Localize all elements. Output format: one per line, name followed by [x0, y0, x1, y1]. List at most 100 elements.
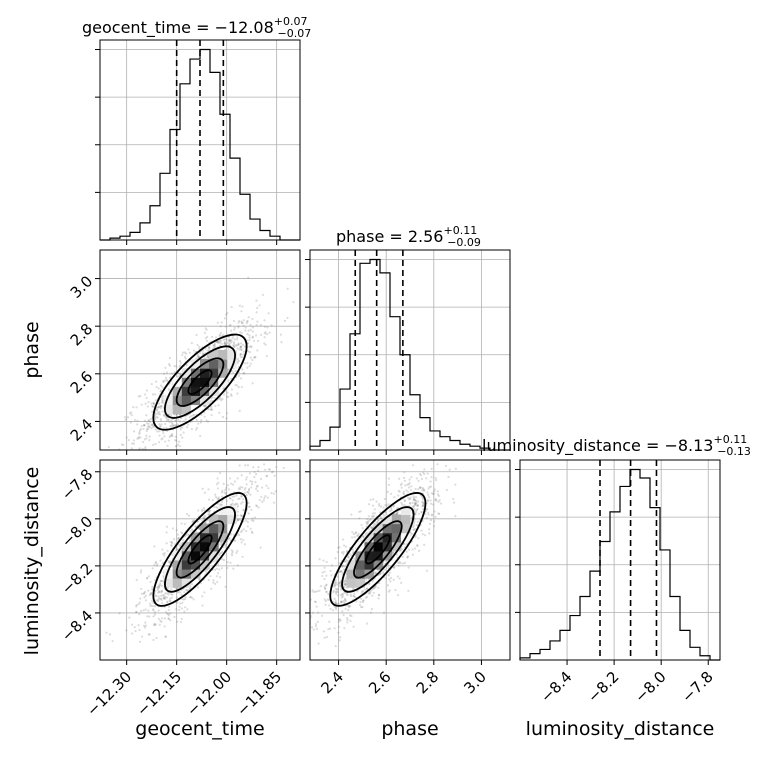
scatter-point — [395, 512, 398, 515]
scatter-point — [218, 543, 221, 546]
scatter-point — [221, 495, 224, 498]
scatter-point — [389, 576, 393, 579]
scatter-point — [143, 424, 146, 427]
2d-frame — [309, 459, 511, 661]
scatter-point — [423, 472, 426, 476]
scatter-point — [334, 645, 337, 648]
scatter-point — [213, 343, 216, 347]
scatter-point — [412, 505, 415, 508]
scatter-point — [220, 491, 224, 494]
scatter-point — [382, 506, 385, 509]
scatter-point — [405, 550, 408, 553]
scatter-point — [230, 549, 233, 552]
scatter-point — [251, 326, 255, 329]
scatter-point — [247, 329, 250, 332]
scatter-point — [249, 527, 252, 530]
xtick-label-geocent-time: −12.30 — [83, 668, 135, 720]
scatter-point — [422, 489, 425, 492]
scatter-point — [204, 404, 207, 408]
scatter-point — [164, 376, 168, 379]
scatter-point — [179, 428, 182, 431]
scatter-point — [243, 362, 247, 365]
scatter-point — [144, 446, 147, 449]
scatter-point — [144, 447, 147, 450]
scatter-point — [352, 625, 355, 628]
scatter-point — [365, 622, 369, 625]
scatter-point — [361, 590, 365, 593]
scatter-point — [416, 504, 420, 507]
scatter-point — [170, 592, 173, 596]
scatter-point — [230, 339, 233, 342]
scatter-point — [287, 602, 289, 604]
scatter-point — [240, 342, 243, 345]
scatter-point — [179, 426, 182, 429]
scatter-point — [225, 417, 228, 420]
scatter-point — [393, 565, 396, 569]
scatter-point — [179, 433, 183, 437]
scatter-point — [147, 419, 150, 422]
scatter-point — [421, 505, 424, 508]
scatter-point — [145, 434, 148, 437]
scatter-point — [359, 510, 362, 513]
scatter-point — [344, 580, 347, 583]
scatter-point — [202, 506, 206, 510]
scatter-point — [325, 635, 329, 639]
scatter-point — [165, 531, 168, 534]
scatter-point — [140, 425, 143, 428]
scatter-point — [387, 477, 391, 480]
scatter-point — [396, 575, 399, 578]
scatter-point — [196, 586, 200, 589]
scatter-point — [158, 430, 161, 433]
scatter-point — [202, 517, 205, 520]
scatter-point — [170, 544, 173, 547]
scatter-point — [384, 577, 387, 580]
scatter-point — [230, 554, 234, 557]
scatter-point — [236, 392, 239, 395]
scatter-point — [113, 671, 115, 673]
scatter-point — [397, 561, 400, 565]
scatter-point — [226, 484, 229, 487]
scatter-point — [422, 507, 425, 511]
scatter-point — [397, 489, 400, 492]
scatter-point — [338, 585, 341, 588]
scatter-point — [150, 427, 153, 430]
scatter-point — [207, 498, 211, 501]
scatter-point — [392, 551, 395, 554]
scatter-point — [434, 515, 437, 518]
2d-content — [107, 276, 295, 450]
scatter-point — [246, 319, 249, 323]
scatter-point — [136, 423, 139, 426]
scatter-point — [201, 604, 204, 607]
scatter-point — [171, 541, 174, 544]
scatter-point — [371, 594, 374, 597]
scatter-point — [149, 592, 152, 595]
scatter-point — [160, 599, 163, 602]
scatter-point — [241, 555, 244, 558]
scatter-point — [236, 347, 239, 350]
scatter-point — [170, 433, 174, 436]
scatter-point — [245, 529, 248, 533]
scatter-point — [353, 595, 356, 599]
scatter-point — [162, 593, 165, 597]
scatter-point — [372, 591, 375, 594]
scatter-point — [151, 405, 154, 408]
scatter-point — [171, 434, 174, 438]
scatter-point — [175, 596, 178, 599]
scatter-point — [368, 592, 371, 595]
scatter-point — [223, 342, 226, 345]
scatter-point — [358, 517, 361, 520]
scatter-point — [161, 548, 164, 551]
scatter-point — [382, 611, 386, 614]
scatter-point — [379, 572, 382, 576]
scatter-point — [249, 328, 252, 331]
scatter-point — [187, 348, 190, 351]
scatter-point — [432, 492, 435, 495]
scatter-point — [242, 528, 245, 531]
scatter-point — [222, 338, 225, 341]
scatter-point — [374, 572, 377, 575]
scatter-point — [334, 606, 337, 609]
scatter-point — [166, 601, 169, 604]
scatter-point — [332, 591, 335, 594]
scatter-point — [162, 414, 165, 417]
scatter-point — [137, 624, 140, 627]
